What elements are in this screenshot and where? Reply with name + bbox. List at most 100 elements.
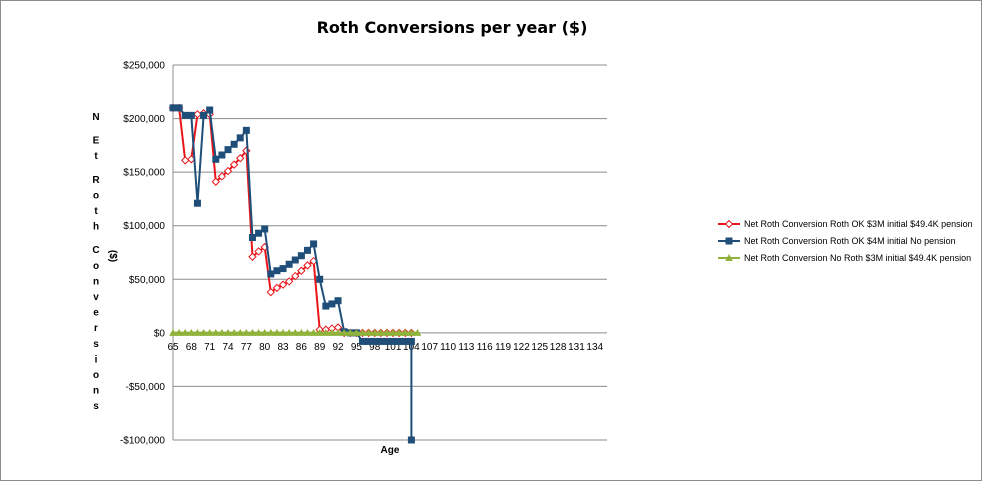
data-point <box>212 155 220 163</box>
data-point <box>383 328 391 336</box>
data-point <box>297 328 306 336</box>
data-point <box>218 151 226 159</box>
x-tick-label: 74 <box>222 342 234 353</box>
x-tick-label: 107 <box>421 342 438 353</box>
data-point <box>229 160 239 169</box>
data-point <box>371 337 379 345</box>
data-point <box>248 328 257 336</box>
data-point <box>187 111 195 119</box>
y-axis-title-letter: s <box>93 401 99 412</box>
data-point <box>284 277 294 286</box>
data-point <box>199 328 208 336</box>
data-point <box>193 328 202 336</box>
x-tick-label: 113 <box>458 342 474 353</box>
data-point <box>193 199 201 207</box>
data-point <box>236 134 244 142</box>
data-point <box>413 328 422 336</box>
x-tick-label: 68 <box>186 342 198 353</box>
y-axis-title-letter: N <box>92 112 99 123</box>
y-axis-title-letter: R <box>92 175 100 186</box>
data-point <box>193 110 202 119</box>
data-point <box>328 300 336 308</box>
y-axis-title-letter: o <box>93 370 99 381</box>
legend-marker <box>724 219 734 229</box>
data-point <box>175 328 183 336</box>
data-point <box>303 261 312 270</box>
x-tick-label: 122 <box>513 342 530 353</box>
y-axis-title-letter: o <box>93 190 99 201</box>
x-axis-ticks: 65 68 71 74 77 80 83 86 89 92 95 98 101 104 107 110 113 1… <box>167 342 603 353</box>
data-point <box>322 302 330 310</box>
data-point <box>285 260 293 268</box>
data-point <box>230 328 238 336</box>
x-tick-label: 71 <box>204 342 216 353</box>
x-tick-label: 131 <box>568 342 585 353</box>
data-point <box>255 229 263 237</box>
data-point <box>291 271 300 281</box>
data-point <box>297 266 306 275</box>
data-point <box>266 287 276 297</box>
x-tick-label: 125 <box>531 342 548 353</box>
data-point <box>254 328 263 336</box>
data-point <box>181 328 190 336</box>
data-point <box>278 280 288 289</box>
data-point <box>254 247 263 256</box>
legend-label: Net Roth Conversion Roth OK $4M initial … <box>744 236 956 246</box>
data-point <box>236 328 245 336</box>
data-point <box>395 337 403 345</box>
legend-label: Net Roth Conversion Roth OK $3M initial … <box>744 219 973 229</box>
data-point <box>401 328 410 336</box>
x-tick-label: 92 <box>332 342 344 353</box>
x-tick-label: 86 <box>296 342 308 353</box>
x-tick-label: 89 <box>314 342 326 353</box>
y-tick-label: $100,000 <box>123 221 165 232</box>
data-point <box>303 246 311 254</box>
data-point <box>364 328 373 336</box>
legend-label: Net Roth Conversion No Roth $3M initial … <box>744 253 971 263</box>
data-point <box>267 328 275 336</box>
data-point <box>377 337 385 345</box>
data-point <box>224 328 232 336</box>
y-axis-title-letter: r <box>94 323 98 334</box>
legend-entry: Net Roth Conversion No Roth $3M initial … <box>718 253 971 263</box>
x-tick-label: 128 <box>550 342 567 353</box>
data-point <box>181 111 189 119</box>
data-point <box>248 252 257 261</box>
data-point <box>223 166 233 176</box>
data-point <box>365 337 373 345</box>
y-tick-label: $250,000 <box>123 61 165 72</box>
y-axis-title-letter: e <box>93 308 99 319</box>
data-point <box>236 154 245 163</box>
data-point <box>346 328 355 336</box>
data-point <box>273 267 281 275</box>
y-axis-title-letter: n <box>93 386 99 397</box>
data-point <box>242 328 251 336</box>
data-point <box>205 328 214 336</box>
data-point <box>291 328 300 336</box>
data-point <box>181 156 190 165</box>
data-point <box>230 140 238 148</box>
x-axis-title: Age <box>381 445 400 456</box>
chart-title: Roth Conversions per year ($) <box>317 18 588 37</box>
y-axis-title-letter: C <box>92 245 99 256</box>
y-tick-label: -$50,000 <box>126 382 166 393</box>
data-point <box>370 328 379 336</box>
y-axis-title-letter: v <box>93 292 99 303</box>
y-axis-title-letter: s <box>93 339 99 350</box>
data-point <box>285 328 293 336</box>
x-tick-label: 77 <box>241 342 253 353</box>
y-axis-title-letter: t <box>94 151 98 162</box>
data-point <box>340 328 348 336</box>
x-tick-label: 83 <box>277 342 289 353</box>
series-line <box>173 106 412 334</box>
data-point <box>310 240 318 248</box>
data-point <box>218 328 226 336</box>
data-point <box>279 265 287 273</box>
y-tick-label: $200,000 <box>123 114 165 125</box>
data-point <box>316 275 324 283</box>
data-point <box>291 256 299 264</box>
data-point <box>328 328 336 336</box>
data-point <box>303 328 312 336</box>
data-point <box>211 328 220 336</box>
